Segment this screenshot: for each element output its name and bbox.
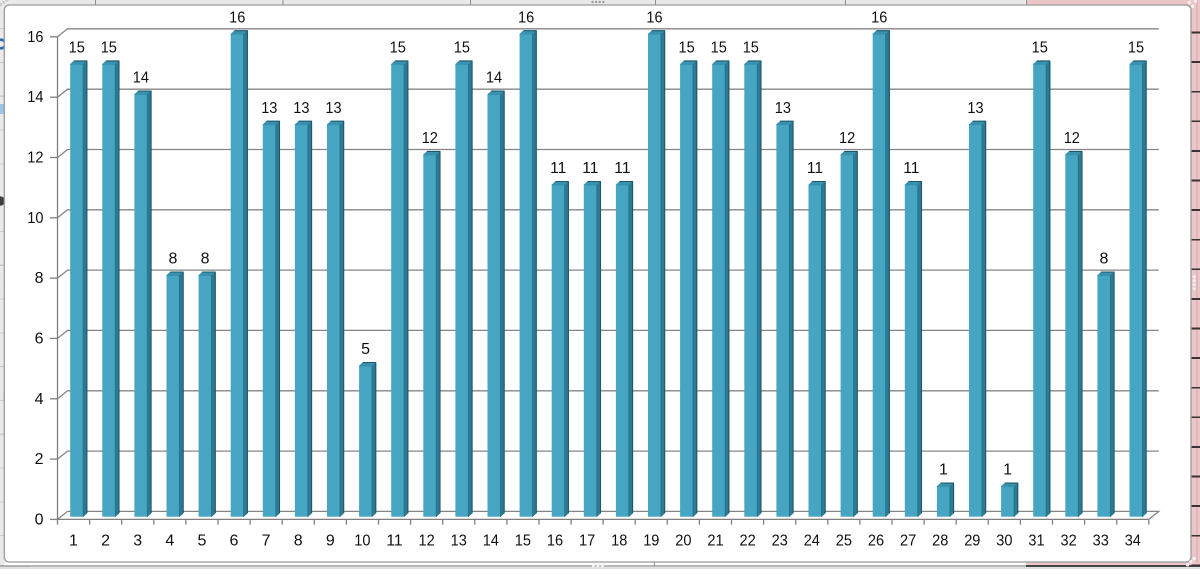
svg-text:13: 13 [967, 100, 983, 117]
svg-text:8: 8 [294, 532, 303, 549]
svg-text:13: 13 [451, 532, 467, 549]
svg-text:28: 28 [932, 532, 948, 549]
svg-text:12: 12 [839, 130, 855, 147]
svg-text:12: 12 [1064, 130, 1080, 147]
svg-text:19: 19 [643, 532, 659, 549]
svg-text:13: 13 [775, 100, 791, 117]
svg-text:22: 22 [740, 532, 756, 549]
svg-text:11: 11 [582, 160, 598, 177]
svg-text:1: 1 [939, 462, 948, 479]
svg-text:29: 29 [964, 532, 980, 549]
svg-text:11: 11 [903, 160, 919, 177]
svg-text:20: 20 [675, 532, 691, 549]
svg-text:14: 14 [483, 532, 499, 549]
svg-text:14: 14 [133, 70, 149, 87]
svg-text:11: 11 [614, 160, 630, 177]
svg-text:33: 33 [1093, 532, 1109, 549]
svg-text:16: 16 [229, 9, 245, 26]
svg-text:4: 4 [165, 532, 174, 549]
svg-text:16: 16 [518, 9, 534, 26]
svg-text:4: 4 [35, 391, 44, 408]
svg-text:17: 17 [579, 532, 595, 549]
svg-text:8: 8 [201, 251, 210, 268]
svg-text:25: 25 [836, 532, 852, 549]
svg-text:11: 11 [807, 160, 823, 177]
svg-text:15: 15 [1032, 40, 1048, 57]
svg-text:31: 31 [1028, 532, 1044, 549]
svg-text:15: 15 [454, 40, 470, 57]
svg-text:21: 21 [707, 532, 723, 549]
svg-text:2: 2 [101, 532, 110, 549]
svg-text:8: 8 [1099, 251, 1108, 268]
svg-text:15: 15 [711, 40, 727, 57]
svg-text:9: 9 [326, 532, 335, 549]
svg-text:1: 1 [1003, 462, 1012, 479]
svg-text:13: 13 [325, 100, 341, 117]
svg-text:14: 14 [486, 70, 502, 87]
svg-text:15: 15 [743, 40, 759, 57]
svg-text:16: 16 [871, 9, 887, 26]
svg-text:12: 12 [419, 532, 435, 549]
svg-text:24: 24 [804, 532, 820, 549]
svg-text:0: 0 [35, 511, 44, 528]
svg-text:15: 15 [679, 40, 695, 57]
svg-text:2: 2 [35, 451, 44, 468]
svg-text:10: 10 [354, 532, 370, 549]
svg-text:6: 6 [230, 532, 239, 549]
svg-text:14: 14 [27, 89, 43, 106]
svg-text:16: 16 [646, 9, 662, 26]
svg-text:27: 27 [900, 532, 916, 549]
svg-text:15: 15 [69, 40, 85, 57]
svg-text:18: 18 [611, 532, 627, 549]
svg-text:32: 32 [1061, 532, 1077, 549]
svg-text:1: 1 [69, 532, 78, 549]
svg-text:12: 12 [27, 150, 43, 167]
svg-text:16: 16 [547, 532, 563, 549]
svg-text:15: 15 [390, 40, 406, 57]
svg-text:16: 16 [27, 29, 43, 46]
svg-text:5: 5 [197, 532, 206, 549]
svg-text:5: 5 [361, 341, 370, 358]
svg-text:26: 26 [868, 532, 884, 549]
svg-text:23: 23 [772, 532, 788, 549]
svg-text:34: 34 [1125, 532, 1141, 549]
svg-text:8: 8 [169, 251, 178, 268]
svg-text:13: 13 [261, 100, 277, 117]
svg-text:11: 11 [550, 160, 566, 177]
svg-text:7: 7 [262, 532, 271, 549]
svg-text:30: 30 [996, 532, 1012, 549]
svg-text:8: 8 [35, 270, 44, 287]
svg-text:15: 15 [1128, 40, 1144, 57]
svg-text:3: 3 [133, 532, 142, 549]
svg-text:6: 6 [35, 330, 44, 347]
svg-text:15: 15 [515, 532, 531, 549]
svg-text:13: 13 [293, 100, 309, 117]
svg-text:11: 11 [386, 532, 402, 549]
svg-text:15: 15 [101, 40, 117, 57]
svg-text:12: 12 [422, 130, 438, 147]
svg-text:10: 10 [27, 210, 43, 227]
